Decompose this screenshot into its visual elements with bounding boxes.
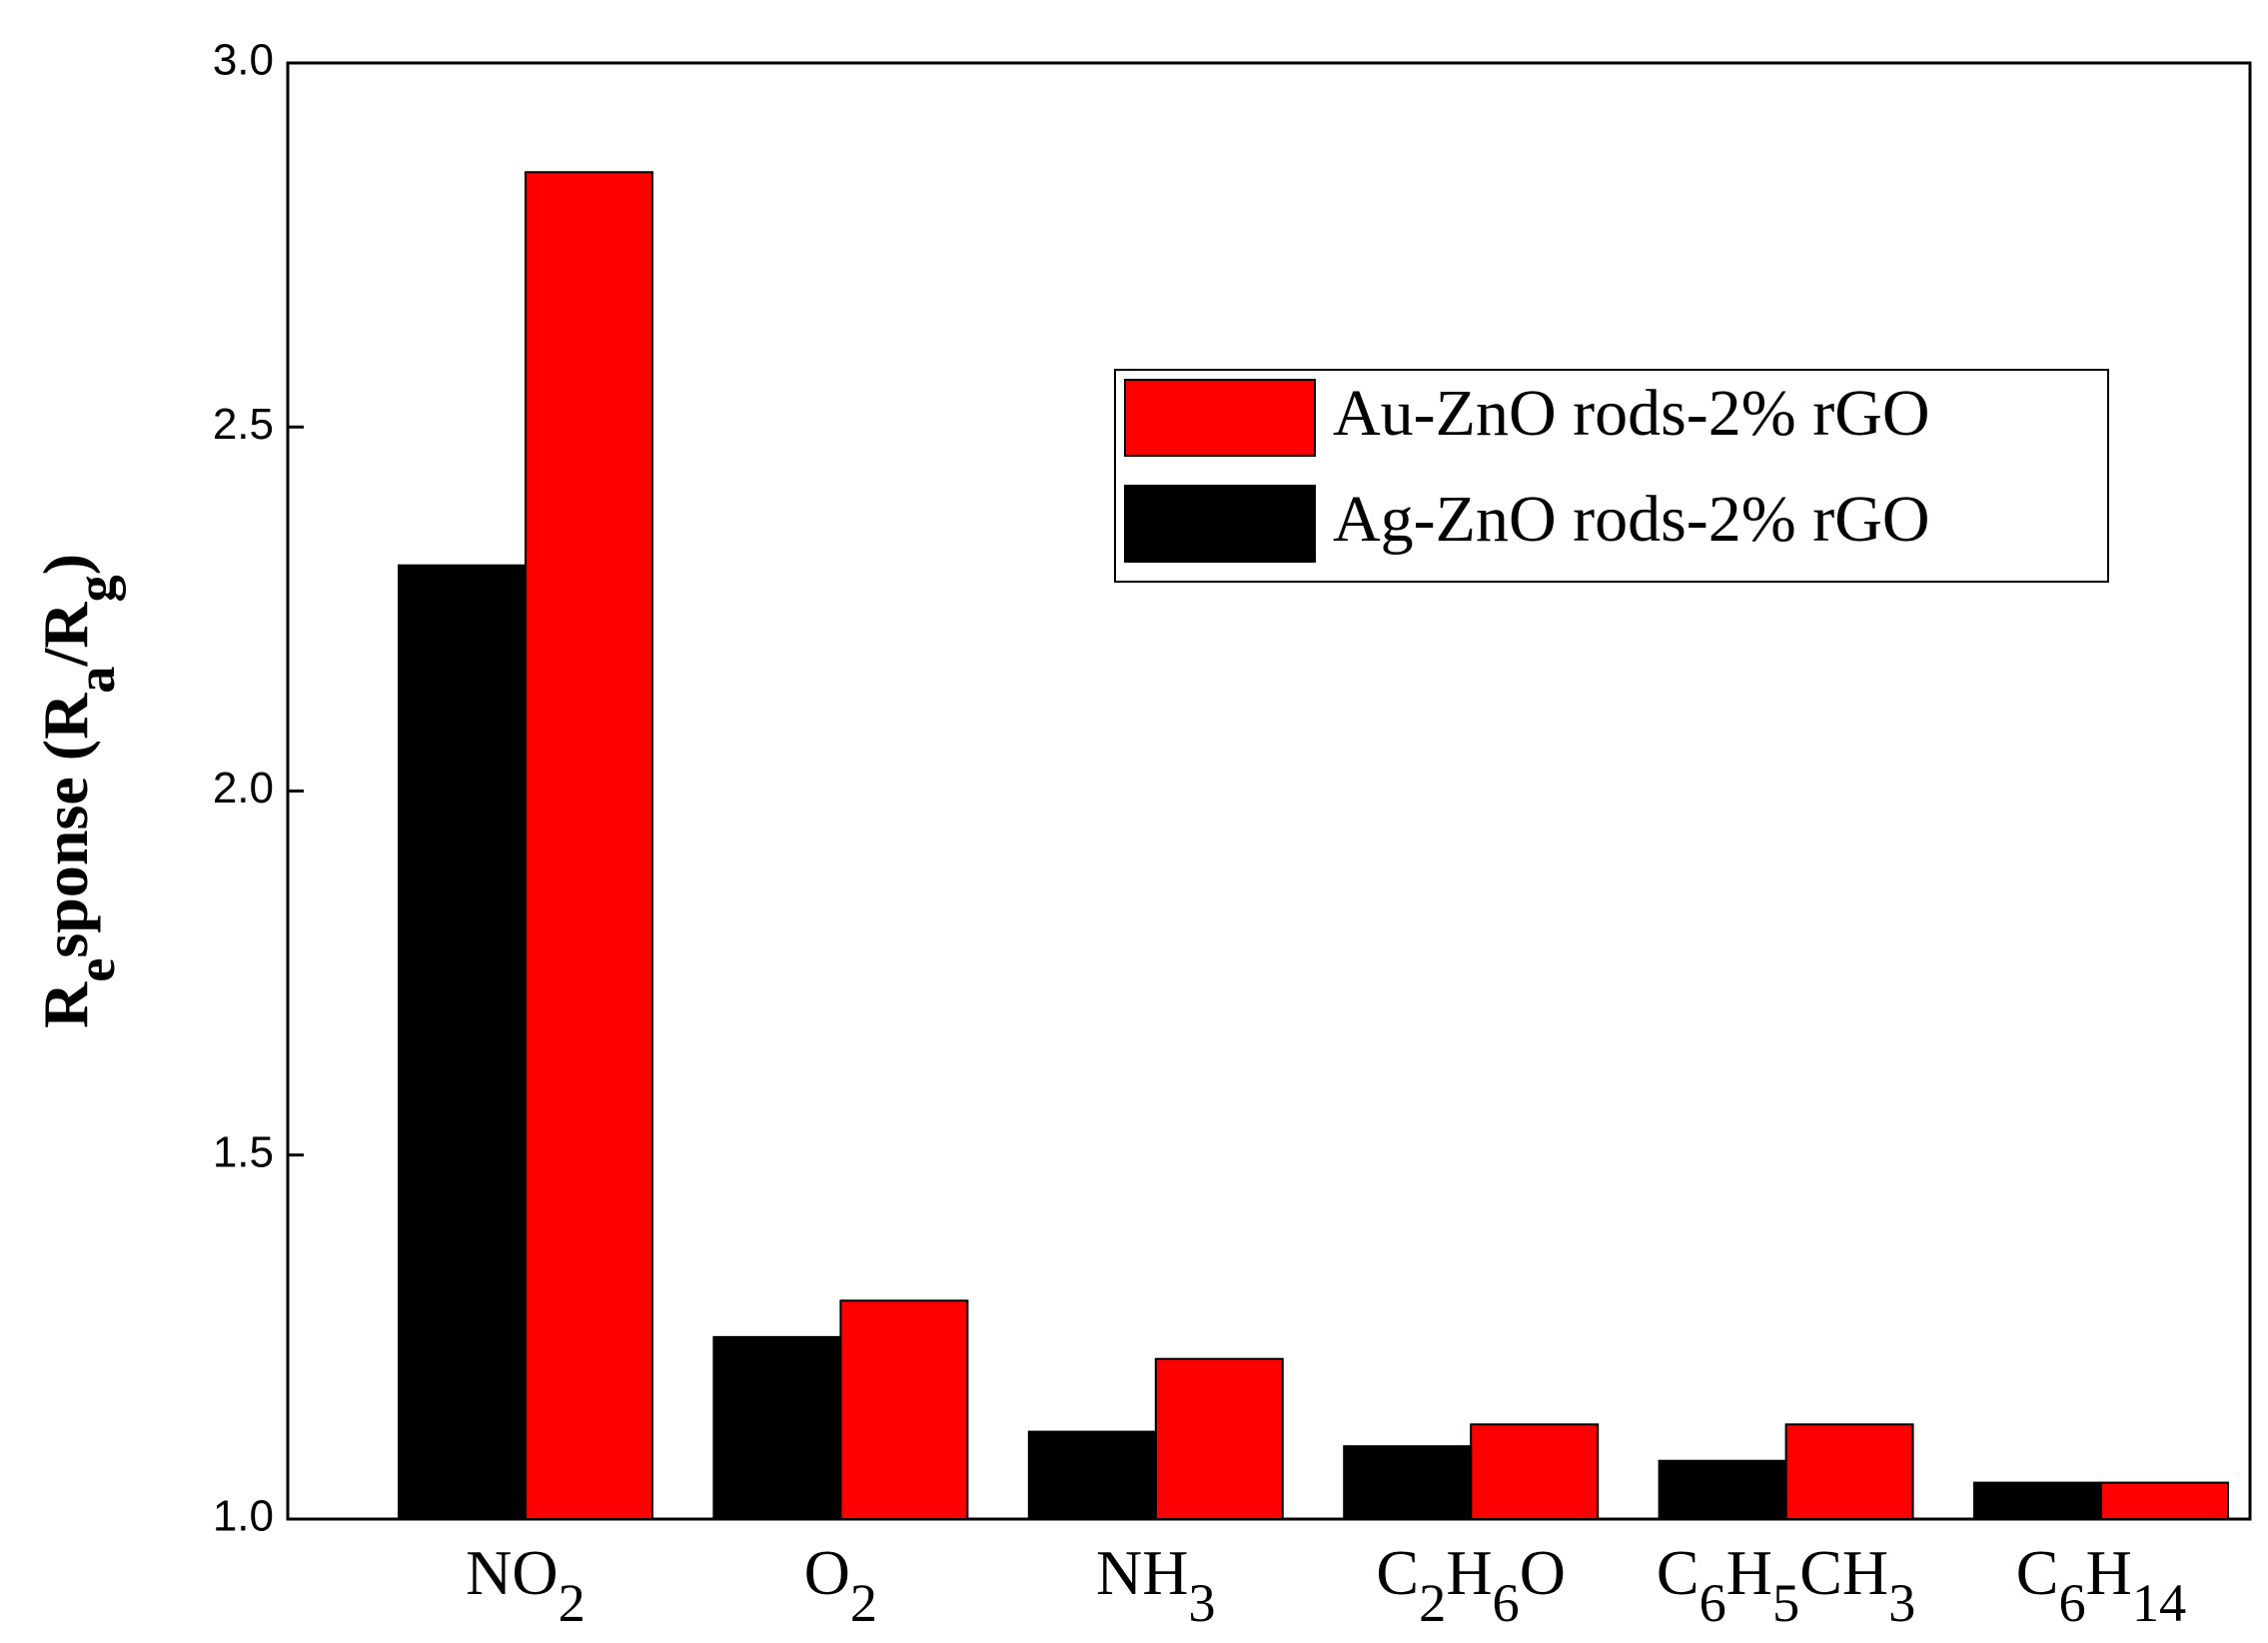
x-tick-label: C2H6O bbox=[1376, 1537, 1566, 1634]
bar bbox=[1343, 1445, 1473, 1521]
bar bbox=[839, 1299, 969, 1520]
bar bbox=[1470, 1423, 1600, 1521]
bar bbox=[1784, 1423, 1914, 1521]
legend-swatch bbox=[1124, 485, 1316, 563]
bar bbox=[712, 1335, 842, 1520]
x-tick-label: C6H14 bbox=[2016, 1537, 2187, 1634]
y-tick-label: 1.5 bbox=[213, 1127, 274, 1176]
bar bbox=[1658, 1459, 1787, 1520]
x-tick-label: O2 bbox=[804, 1537, 877, 1634]
bar bbox=[525, 171, 653, 1520]
legend-swatch bbox=[1124, 379, 1316, 457]
x-tick-label: C6H5CH3 bbox=[1657, 1537, 1915, 1634]
y-axis-label: Response (Ra/Rg) bbox=[30, 554, 127, 1028]
y-tick-label: 2.5 bbox=[213, 400, 274, 449]
bar bbox=[1154, 1357, 1284, 1520]
y-tick-label: 3.0 bbox=[213, 36, 274, 85]
x-tick-label: NH3 bbox=[1096, 1537, 1216, 1634]
legend-label: Au-ZnO rods-2% rGO bbox=[1333, 377, 1930, 450]
y-tick-label: 1.0 bbox=[213, 1492, 274, 1541]
x-tick-label: NO2 bbox=[466, 1537, 585, 1634]
bar bbox=[1027, 1430, 1157, 1520]
y-tick-label: 2.0 bbox=[213, 764, 274, 813]
bar bbox=[2100, 1481, 2229, 1520]
bar bbox=[1973, 1481, 2102, 1520]
legend-label: Ag-ZnO rods-2% rGO bbox=[1333, 483, 1930, 556]
bar bbox=[398, 564, 527, 1520]
